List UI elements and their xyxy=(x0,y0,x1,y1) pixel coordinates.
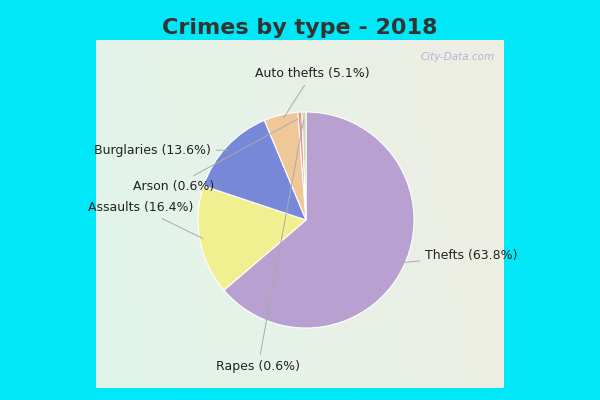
Text: Rapes (0.6%): Rapes (0.6%) xyxy=(216,120,304,373)
Text: Crimes by type - 2018: Crimes by type - 2018 xyxy=(162,18,438,38)
Text: Arson (0.6%): Arson (0.6%) xyxy=(133,119,298,193)
Wedge shape xyxy=(224,112,414,328)
Wedge shape xyxy=(198,186,306,290)
Wedge shape xyxy=(298,112,306,220)
Wedge shape xyxy=(265,112,306,220)
Text: City-Data.com: City-Data.com xyxy=(420,52,494,62)
Wedge shape xyxy=(302,112,306,220)
Text: Thefts (63.8%): Thefts (63.8%) xyxy=(402,250,518,263)
Text: Burglaries (13.6%): Burglaries (13.6%) xyxy=(94,144,228,157)
Text: Assaults (16.4%): Assaults (16.4%) xyxy=(88,202,203,238)
Text: Auto thefts (5.1%): Auto thefts (5.1%) xyxy=(254,67,370,118)
Wedge shape xyxy=(203,120,306,220)
